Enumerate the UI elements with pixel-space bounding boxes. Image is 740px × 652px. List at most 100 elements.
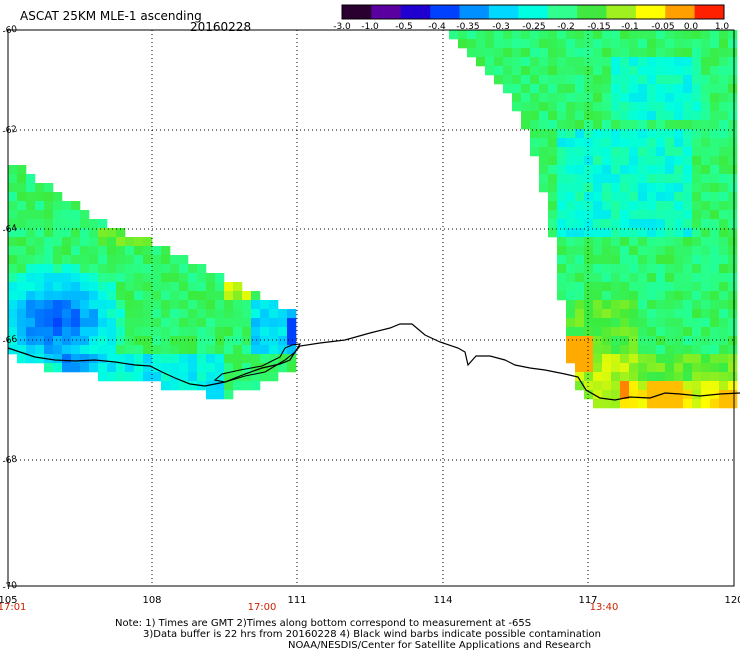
data-cell: [494, 57, 504, 67]
data-cell: [17, 327, 27, 337]
data-cell: [71, 327, 81, 337]
data-cell: [251, 372, 261, 382]
data-cell: [701, 327, 711, 337]
data-cell: [26, 300, 36, 310]
data-cell: [710, 120, 720, 130]
data-cell: [665, 309, 675, 319]
data-cell: [728, 102, 738, 112]
data-cell: [134, 282, 144, 292]
data-cell: [287, 318, 297, 328]
data-cell: [53, 327, 63, 337]
longitude-label: 120: [724, 595, 740, 606]
data-cell: [647, 336, 657, 346]
data-cell: [566, 102, 576, 112]
data-cell: [710, 309, 720, 319]
data-cell: [215, 390, 225, 400]
data-cell: [593, 93, 603, 103]
data-cell: [566, 183, 576, 193]
data-cell: [656, 381, 666, 391]
data-cell: [683, 300, 693, 310]
data-cell: [701, 183, 711, 193]
data-cell: [683, 282, 693, 292]
data-cell: [215, 327, 225, 337]
data-cell: [719, 264, 729, 274]
data-cell: [80, 219, 90, 229]
data-cell: [152, 255, 162, 265]
data-cell: [665, 318, 675, 328]
data-cell: [44, 282, 54, 292]
data-cell: [575, 246, 585, 256]
data-cell: [530, 147, 540, 157]
data-cell: [215, 381, 225, 391]
data-cell: [656, 327, 666, 337]
data-cell: [728, 75, 738, 85]
data-cell: [710, 75, 720, 85]
data-cell: [566, 291, 576, 301]
data-cell: [647, 264, 657, 274]
data-cell: [629, 129, 639, 139]
data-cell: [17, 228, 27, 238]
data-cell: [728, 120, 738, 130]
data-cell: [665, 201, 675, 211]
data-cell: [638, 282, 648, 292]
data-cell: [179, 300, 189, 310]
data-cell: [188, 363, 198, 373]
data-cell: [206, 345, 216, 355]
data-cell: [593, 336, 603, 346]
data-cell: [251, 354, 261, 364]
data-cell: [548, 57, 558, 67]
data-cell: [35, 291, 45, 301]
data-cell: [710, 138, 720, 148]
data-cell: [620, 30, 630, 40]
data-cell: [557, 48, 567, 58]
data-cell: [35, 264, 45, 274]
data-cell: [602, 93, 612, 103]
data-cell: [476, 39, 486, 49]
data-cell: [665, 381, 675, 391]
data-cell: [638, 84, 648, 94]
data-cell: [710, 147, 720, 157]
data-cell: [656, 147, 666, 157]
data-cell: [701, 120, 711, 130]
data-cell: [44, 336, 54, 346]
data-cell: [629, 228, 639, 238]
data-cell: [611, 102, 621, 112]
data-cell: [719, 363, 729, 373]
data-cell: [701, 39, 711, 49]
data-cell: [692, 354, 702, 364]
longitude-label: 105: [0, 595, 18, 606]
data-cell: [656, 156, 666, 166]
data-cell: [233, 363, 243, 373]
data-cell: [242, 336, 252, 346]
data-cell: [215, 273, 225, 283]
product-title: ASCAT 25KM MLE-1 ascending: [20, 9, 202, 23]
data-cell: [44, 237, 54, 247]
data-cell: [719, 147, 729, 157]
data-cell: [701, 228, 711, 238]
data-cell: [638, 75, 648, 85]
data-cell: [44, 192, 54, 202]
data-cell: [665, 363, 675, 373]
data-cell: [611, 237, 621, 247]
data-cell: [548, 192, 558, 202]
data-cell: [710, 165, 720, 175]
data-cell: [629, 201, 639, 211]
time-label: 17:00: [248, 602, 277, 613]
data-cell: [629, 219, 639, 229]
data-cell: [278, 309, 288, 319]
data-cell: [611, 390, 621, 400]
data-cell: [35, 345, 45, 355]
data-cell: [728, 219, 738, 229]
data-cell: [44, 300, 54, 310]
data-cell: [8, 282, 18, 292]
data-cell: [26, 354, 36, 364]
data-cell: [539, 156, 549, 166]
data-cell: [584, 300, 594, 310]
data-cell: [215, 291, 225, 301]
data-cell: [539, 102, 549, 112]
data-cell: [692, 282, 702, 292]
data-cell: [224, 381, 234, 391]
data-cell: [611, 354, 621, 364]
data-cell: [620, 309, 630, 319]
data-cell: [602, 102, 612, 112]
